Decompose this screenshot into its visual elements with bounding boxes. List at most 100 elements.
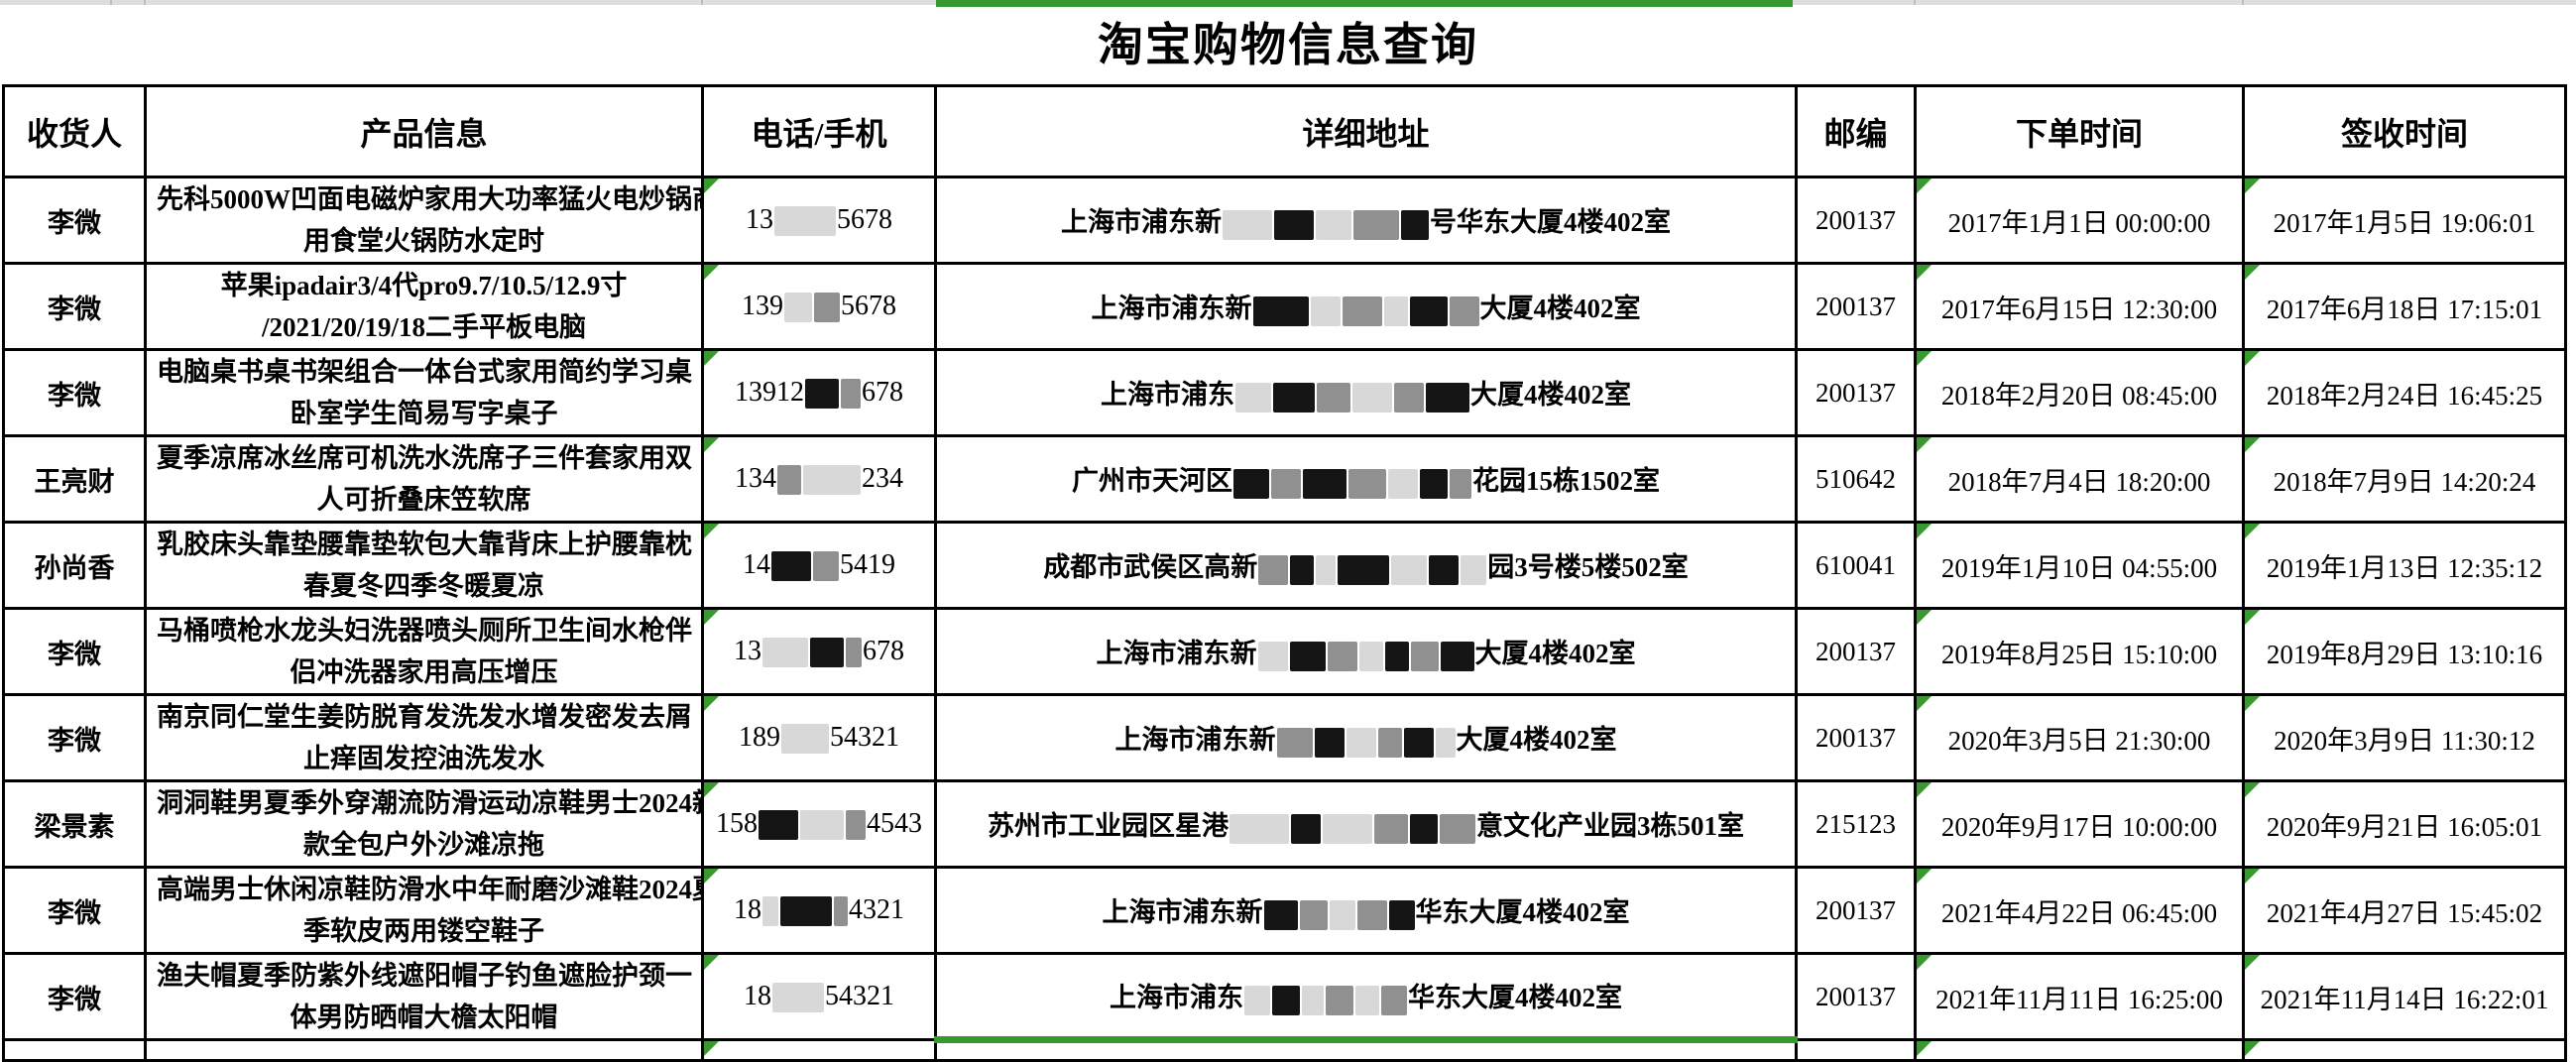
product-line: 苹果ipadair3/4代pro9.7/10.5/12.9寸 (220, 271, 628, 300)
address-cell[interactable]: 上海市浦东新 大厦4楼402室 (934, 262, 1798, 351)
product-cell[interactable]: 马桶喷枪水龙头妇洗器喷头厕所卫生间水枪伴 侣冲洗器家用高压增压 (144, 607, 704, 696)
address-cell[interactable]: 上海市浦东新 大厦4楼402室 (934, 607, 1798, 696)
zip-cell[interactable]: 510642 (1795, 434, 1917, 524)
order-time-cell[interactable]: 2019年8月25日 15:10:00 (1914, 607, 2245, 696)
recipient-cell[interactable]: 李微 (2, 262, 147, 351)
phone-cell[interactable] (701, 1038, 937, 1062)
product-cell[interactable]: 乳胶床头靠垫腰靠垫软包大靠背床上护腰靠枕 春夏冬四季冬暖夏凉 (144, 521, 704, 610)
sign-time-cell[interactable]: 2021年4月27日 15:45:02 (2242, 866, 2567, 955)
zip-cell[interactable] (1795, 1038, 1917, 1062)
strip-divider (2242, 0, 2244, 5)
sign-time-cell[interactable]: 2020年3月9日 11:30:12 (2242, 693, 2567, 782)
order-time-cell[interactable]: 2018年2月20日 08:45:00 (1914, 348, 2245, 437)
phone-cell[interactable]: 189 54321 (701, 693, 937, 782)
sign-time-cell[interactable]: 2020年9月21日 16:05:01 (2242, 779, 2567, 869)
col-header-product[interactable]: 产品信息 (144, 84, 704, 178)
address-cell[interactable]: 成都市武侯区高新 园3号楼5楼502室 (934, 521, 1798, 610)
recipient-cell[interactable]: 李微 (2, 693, 147, 782)
col-header-zip[interactable]: 邮编 (1795, 84, 1917, 178)
address-cell[interactable]: 上海市浦东新 大厦4楼402室 (934, 693, 1798, 782)
product-cell[interactable]: 夏季凉席冰丝席可机洗水洗席子三件套家用双 人可折叠床笠软席 (144, 434, 704, 524)
col-header-phone[interactable]: 电话/手机 (701, 84, 937, 178)
censor-block (781, 724, 829, 755)
phone-cell[interactable]: 13 678 (701, 607, 937, 696)
phone-cell[interactable]: 134 234 (701, 434, 937, 524)
address-cell[interactable]: 上海市浦东 华东大厦4楼402室 (934, 952, 1798, 1041)
recipient-cell[interactable]: 李微 (2, 607, 147, 696)
address-cell[interactable]: 上海市浦东 大厦4楼402室 (934, 348, 1798, 437)
product-cell[interactable]: 南京同仁堂生姜防脱育发洗发水增发密发去屑 止痒固发控油洗发水 (144, 693, 704, 782)
zip-cell[interactable]: 200137 (1795, 693, 1917, 782)
order-time-cell[interactable]: 2020年9月17日 10:00:00 (1914, 779, 2245, 869)
table-row: 李微 高端男士休闲凉鞋防滑水中年耐磨沙滩鞋2024夏 季软皮两用镂空鞋子 18 4321… (2, 866, 2567, 955)
censor-block (1440, 641, 1474, 671)
recipient-cell[interactable]: 李微 (2, 176, 147, 265)
sign-time-cell[interactable] (2242, 1038, 2567, 1062)
zip-cell[interactable]: 200137 (1795, 607, 1917, 696)
recipient-cell[interactable]: 王亮财 (2, 434, 147, 524)
product-cell[interactable]: 高端男士休闲凉鞋防滑水中年耐磨沙滩鞋2024夏 季软皮两用镂空鞋子 (144, 866, 704, 955)
product-cell[interactable]: 洞洞鞋男夏季外穿潮流防滑运动凉鞋男士2024新 款全包户外沙滩凉拖 (144, 779, 704, 869)
product-cell[interactable]: 渔夫帽夏季防紫外线遮阳帽子钓鱼遮脸护颈一 体男防晒帽大檐太阳帽 (144, 952, 704, 1041)
sign-time-cell[interactable]: 2018年2月24日 16:45:25 (2242, 348, 2567, 437)
orders-table: 收货人 产品信息 电话/手机 详细地址 邮编 下单时间 签收时间 李微 先科500… (2, 84, 2567, 1062)
address-cell[interactable]: 苏州市工业园区星港 意文化产业园3栋501室 (934, 779, 1798, 869)
censor-block (800, 810, 844, 841)
phone-cell[interactable]: 18 4321 (701, 866, 937, 955)
censor-block (1403, 727, 1434, 758)
address-cell[interactable]: 上海市浦东新 号华东大厦4楼402室 (934, 176, 1798, 265)
sign-time-cell[interactable]: 2019年1月13日 12:35:12 (2242, 521, 2567, 610)
zip-cell[interactable]: 200137 (1795, 952, 1917, 1041)
sign-time-cell[interactable]: 2017年1月5日 19:06:01 (2242, 176, 2567, 265)
recipient-cell[interactable]: 李微 (2, 348, 147, 437)
zip-cell[interactable]: 200137 (1795, 866, 1917, 955)
col-header-recipient[interactable]: 收货人 (2, 84, 147, 178)
zip-cell[interactable]: 200137 (1795, 176, 1917, 265)
order-time-cell[interactable] (1914, 1038, 2245, 1062)
col-header-order-time[interactable]: 下单时间 (1914, 84, 2245, 178)
sign-time-cell[interactable]: 2019年8月29日 13:10:16 (2242, 607, 2567, 696)
phone-cell[interactable]: 14 5419 (701, 521, 937, 610)
phone-cell[interactable]: 18 54321 (701, 952, 937, 1041)
sign-time-cell[interactable]: 2017年6月18日 17:15:01 (2242, 262, 2567, 351)
product-cell[interactable]: 苹果ipadair3/4代pro9.7/10.5/12.9寸/2021/20/1… (144, 262, 704, 351)
censor-block (1426, 382, 1469, 413)
phone-cell[interactable]: 139 5678 (701, 262, 937, 351)
recipient-cell[interactable]: 孙尚香 (2, 521, 147, 610)
address-cell-selected[interactable] (934, 1036, 1798, 1062)
order-time-cell[interactable]: 2017年1月1日 00:00:00 (1914, 176, 2245, 265)
order-time-cell[interactable]: 2021年11月11日 16:25:00 (1914, 952, 2245, 1041)
phone-cell[interactable]: 13 5678 (701, 176, 937, 265)
table-row: 梁景素 洞洞鞋男夏季外穿潮流防滑运动凉鞋男士2024新 款全包户外沙滩凉拖 158 45… (2, 779, 2567, 869)
col-header-sign-time[interactable]: 签收时间 (2242, 84, 2567, 178)
order-time-cell[interactable]: 2018年7月4日 18:20:00 (1914, 434, 2245, 524)
phone-cell[interactable]: 158 4543 (701, 779, 937, 869)
sign-time-cell[interactable]: 2021年11月14日 16:22:01 (2242, 952, 2567, 1041)
censor-block (1273, 382, 1315, 413)
address-cell[interactable]: 上海市浦东新 华东大厦4楼402室 (934, 866, 1798, 955)
order-time-cell[interactable]: 2017年6月15日 12:30:00 (1914, 262, 2245, 351)
zip-cell[interactable]: 610041 (1795, 521, 1917, 610)
product-cell[interactable]: 先科5000W凹面电磁炉家用大功率猛火电炒锅商 用食堂火锅防水定时 (144, 176, 704, 265)
censor-block (1326, 985, 1353, 1015)
recipient-cell[interactable] (2, 1038, 147, 1062)
order-time-cell[interactable]: 2021年4月22日 06:45:00 (1914, 866, 2245, 955)
zip-cell[interactable]: 215123 (1795, 779, 1917, 869)
order-time-cell[interactable]: 2019年1月10日 04:55:00 (1914, 521, 2245, 610)
recipient-cell[interactable]: 李微 (2, 952, 147, 1041)
zip-cell[interactable]: 200137 (1795, 262, 1917, 351)
product-cell[interactable] (144, 1038, 704, 1062)
censor-block (1352, 382, 1392, 413)
product-line: 侣冲洗器家用高压增压 (290, 657, 558, 687)
censor-block (1450, 468, 1471, 499)
zip-cell[interactable]: 200137 (1795, 348, 1917, 437)
sign-time-cell[interactable]: 2018年7月9日 14:20:24 (2242, 434, 2567, 524)
recipient-cell[interactable]: 李微 (2, 866, 147, 955)
col-header-address[interactable]: 详细地址 (934, 84, 1798, 178)
recipient-cell[interactable]: 梁景素 (2, 779, 147, 869)
order-time-cell[interactable]: 2020年3月5日 21:30:00 (1914, 693, 2245, 782)
address-cell[interactable]: 广州市天河区 花园15栋1502室 (934, 434, 1798, 524)
phone-cell[interactable]: 13912 678 (701, 348, 937, 437)
product-cell[interactable]: 电脑桌书桌书架组合一体台式家用简约学习桌 卧室学生简易写字桌子 (144, 348, 704, 437)
censor-block (1391, 554, 1428, 585)
